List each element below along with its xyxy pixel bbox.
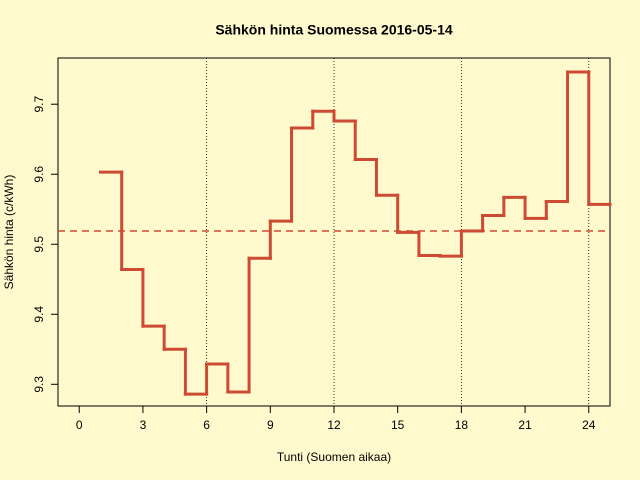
x-tick-label: 18 bbox=[455, 418, 469, 432]
x-tick-label: 12 bbox=[327, 418, 341, 432]
x-tick-label: 0 bbox=[76, 418, 83, 432]
x-tick-label: 6 bbox=[203, 418, 210, 432]
y-axis-label: Sähkön hinta (c/kWh) bbox=[2, 175, 16, 290]
x-tick-label: 15 bbox=[391, 418, 405, 432]
chart-title: Sähkön hinta Suomessa 2016-05-14 bbox=[215, 22, 453, 38]
x-tick-label: 9 bbox=[267, 418, 274, 432]
x-tick-label: 21 bbox=[518, 418, 532, 432]
y-tick-label: 9.6 bbox=[32, 166, 46, 183]
x-tick-label: 24 bbox=[582, 418, 596, 432]
y-tick-label: 9.5 bbox=[32, 236, 46, 253]
y-tick-label: 9.7 bbox=[32, 96, 46, 113]
y-tick-label: 9.4 bbox=[32, 306, 46, 323]
x-tick-label: 3 bbox=[140, 418, 147, 432]
y-tick-label: 9.3 bbox=[32, 376, 46, 393]
x-axis-label: Tunti (Suomen aikaa) bbox=[277, 450, 391, 464]
